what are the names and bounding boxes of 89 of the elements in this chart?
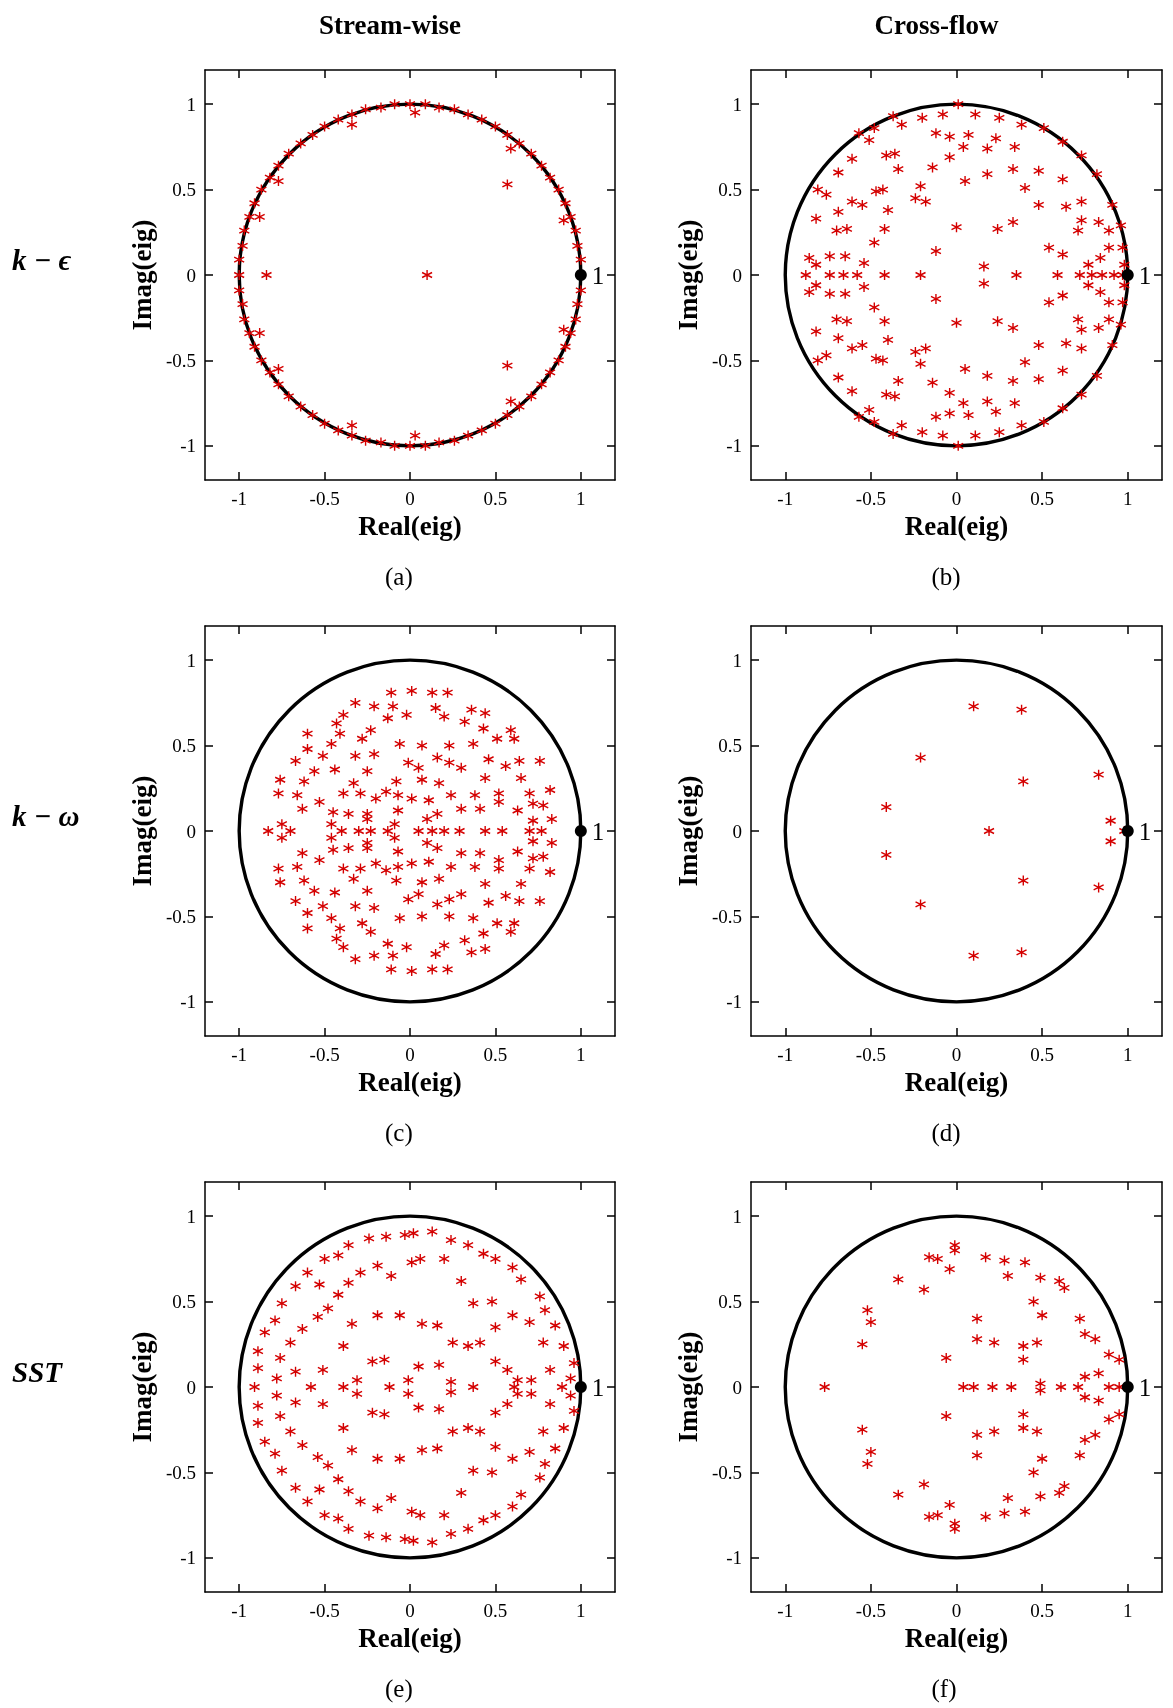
x-tick-label: 0.5 bbox=[1030, 1600, 1054, 1621]
text: (f) bbox=[931, 1675, 957, 1703]
y-tick-label: 1 bbox=[186, 93, 196, 115]
x-axis-title: Real(eig) bbox=[904, 1623, 1009, 1654]
legend-label: 1 bbox=[591, 817, 605, 845]
y-axis-title: Imag(eig) bbox=[672, 775, 703, 887]
y-tick-label: 0.5 bbox=[172, 1291, 196, 1313]
y-tick-label: -0.5 bbox=[711, 1461, 742, 1483]
y-tick-label: -1 bbox=[726, 991, 742, 1013]
x-axis-title: Real(eig) bbox=[904, 511, 1009, 542]
y-tick-label: 0 bbox=[186, 1376, 196, 1398]
x-tick-label: -1 bbox=[231, 488, 248, 509]
chart-title: Cross-flow bbox=[874, 9, 999, 40]
text: (d) bbox=[931, 1119, 961, 1147]
y-tick-label: 0 bbox=[732, 820, 742, 842]
y-tick-label: -0.5 bbox=[711, 905, 742, 927]
y-tick-label: 0.5 bbox=[172, 735, 196, 757]
x-tick-label: 1 bbox=[1123, 488, 1133, 509]
y-tick-label: 0 bbox=[732, 1376, 742, 1398]
y-tick-label: -1 bbox=[180, 1547, 196, 1569]
text: k − ω bbox=[12, 799, 80, 832]
y-tick-label: 0 bbox=[732, 264, 742, 286]
x-tick-label: -1 bbox=[777, 1600, 794, 1621]
y-tick-label: -1 bbox=[726, 435, 742, 457]
legend-label: 1 bbox=[591, 1373, 605, 1401]
y-tick-label: -0.5 bbox=[165, 349, 196, 371]
x-tick-label: 0.5 bbox=[483, 1044, 508, 1065]
x-tick-label: -0.5 bbox=[309, 1600, 340, 1621]
x-tick-label: 1 bbox=[1123, 1600, 1133, 1621]
legend-label: 1 bbox=[1138, 261, 1152, 289]
x-tick-label: 0.5 bbox=[1030, 1044, 1054, 1065]
x-tick-label: 1 bbox=[576, 488, 586, 509]
legend-label: 1 bbox=[591, 261, 605, 289]
text: (b) bbox=[931, 563, 961, 591]
y-tick-label: 0.5 bbox=[172, 179, 196, 201]
x-tick-label: 0 bbox=[405, 488, 415, 509]
x-tick-label: 1 bbox=[1123, 1044, 1133, 1065]
text: k − ϵ bbox=[12, 243, 72, 276]
x-tick-label: -0.5 bbox=[855, 1044, 886, 1065]
legend-label: 1 bbox=[1138, 1373, 1152, 1401]
x-tick-label: 0 bbox=[405, 1044, 415, 1065]
x-tick-label: 0 bbox=[951, 1600, 962, 1621]
y-tick-label: 0 bbox=[186, 820, 196, 842]
x-tick-label: -1 bbox=[231, 1600, 248, 1621]
y-tick-label: 1 bbox=[186, 1205, 196, 1227]
x-tick-label: -0.5 bbox=[309, 1044, 340, 1065]
x-axis-title: Real(eig) bbox=[358, 1623, 462, 1654]
x-axis-title: Real(eig) bbox=[904, 1067, 1009, 1098]
y-tick-label: 1 bbox=[732, 649, 742, 671]
y-tick-label: -1 bbox=[726, 1547, 742, 1569]
y-axis-title: Imag(eig) bbox=[672, 219, 703, 331]
x-tick-label: -0.5 bbox=[855, 488, 886, 509]
text: (e) bbox=[385, 1675, 413, 1703]
text: SST bbox=[12, 1355, 64, 1388]
chart-title: Stream-wise bbox=[319, 9, 461, 40]
x-tick-label: -0.5 bbox=[855, 1600, 886, 1621]
x-tick-label: 0 bbox=[405, 1600, 415, 1621]
x-tick-label: 1 bbox=[576, 1600, 586, 1621]
x-tick-label: 1 bbox=[576, 1044, 586, 1065]
x-tick-label: -0.5 bbox=[309, 488, 340, 509]
y-axis-title: Imag(eig) bbox=[126, 1331, 157, 1443]
y-tick-label: -0.5 bbox=[165, 1461, 196, 1483]
y-axis-title: Imag(eig) bbox=[672, 1331, 703, 1443]
x-tick-label: -1 bbox=[231, 1044, 248, 1065]
x-tick-label: 0.5 bbox=[483, 1600, 508, 1621]
y-tick-label: 1 bbox=[732, 1205, 742, 1227]
text: (a) bbox=[385, 563, 413, 591]
y-tick-label: 0.5 bbox=[718, 735, 742, 757]
x-tick-label: 0.5 bbox=[1030, 488, 1054, 509]
text: (c) bbox=[385, 1119, 413, 1147]
y-tick-label: 0.5 bbox=[718, 1291, 742, 1313]
x-axis-title: Real(eig) bbox=[358, 511, 462, 542]
y-tick-label: -1 bbox=[180, 991, 196, 1013]
y-tick-label: 0 bbox=[186, 264, 196, 286]
y-tick-label: 1 bbox=[186, 649, 196, 671]
y-axis-title: Imag(eig) bbox=[126, 775, 157, 887]
x-tick-label: -1 bbox=[777, 488, 794, 509]
x-tick-label: 0.5 bbox=[483, 488, 508, 509]
x-axis-title: Real(eig) bbox=[358, 1067, 462, 1098]
y-axis-title: Imag(eig) bbox=[126, 219, 157, 331]
x-tick-label: 0 bbox=[951, 1044, 962, 1065]
y-tick-label: -1 bbox=[180, 435, 196, 457]
y-tick-label: -0.5 bbox=[165, 905, 196, 927]
y-tick-label: -0.5 bbox=[711, 349, 742, 371]
x-tick-label: -1 bbox=[777, 1044, 794, 1065]
y-tick-label: 0.5 bbox=[718, 179, 742, 201]
legend-label: 1 bbox=[1138, 817, 1152, 845]
y-tick-label: 1 bbox=[732, 93, 742, 115]
x-tick-label: 0 bbox=[951, 488, 962, 509]
